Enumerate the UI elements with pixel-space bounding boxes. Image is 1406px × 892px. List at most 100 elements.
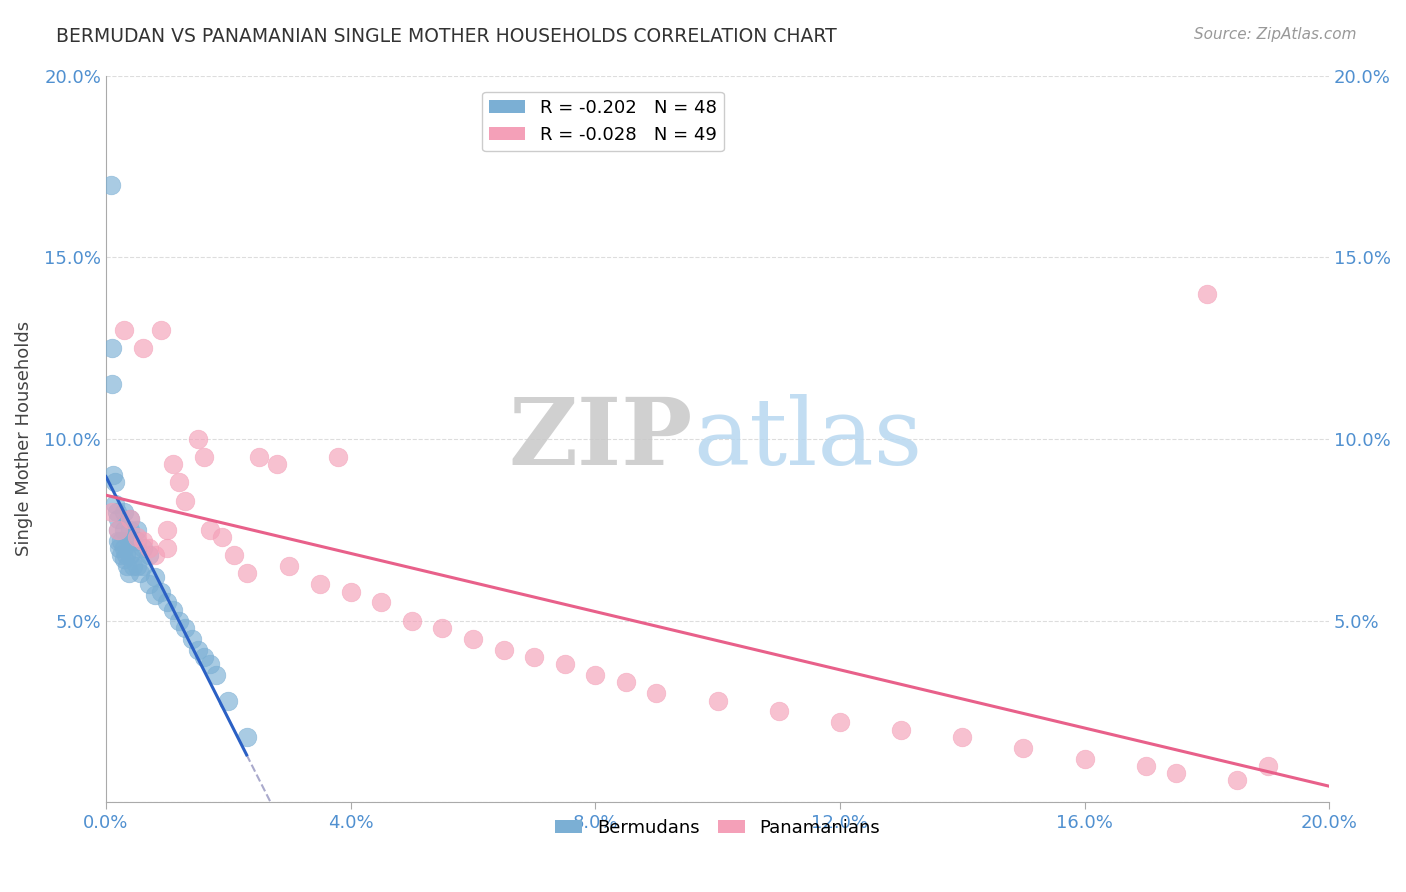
Point xyxy=(401,614,423,628)
Point xyxy=(162,602,184,616)
Point xyxy=(828,715,851,730)
Point xyxy=(614,675,637,690)
Point xyxy=(125,541,148,555)
Point xyxy=(224,548,246,562)
Point xyxy=(187,642,209,657)
Point xyxy=(138,548,160,562)
Point xyxy=(125,533,148,548)
Point xyxy=(461,632,484,646)
Point xyxy=(101,341,124,355)
Point xyxy=(128,566,150,581)
Point xyxy=(150,584,173,599)
Point xyxy=(950,730,973,744)
Point xyxy=(117,559,139,574)
Point xyxy=(278,559,301,574)
Point xyxy=(120,548,142,562)
Point xyxy=(1257,759,1279,773)
Point xyxy=(205,668,228,682)
Point xyxy=(1135,759,1157,773)
Point xyxy=(120,512,142,526)
Point xyxy=(120,512,142,526)
Point xyxy=(150,323,173,337)
Point xyxy=(105,505,128,519)
Point xyxy=(112,505,135,519)
Point xyxy=(100,178,122,192)
Point xyxy=(104,475,127,490)
Point xyxy=(328,450,350,464)
Point xyxy=(1012,740,1035,755)
Point xyxy=(114,548,136,562)
Text: ZIP: ZIP xyxy=(509,394,693,483)
Text: atlas: atlas xyxy=(693,394,922,483)
Point xyxy=(247,450,270,464)
Point xyxy=(768,705,790,719)
Point xyxy=(193,450,215,464)
Point xyxy=(107,512,129,526)
Point xyxy=(645,686,668,700)
Point xyxy=(101,505,124,519)
Point xyxy=(110,548,132,562)
Point xyxy=(169,614,191,628)
Point xyxy=(266,458,288,472)
Text: BERMUDAN VS PANAMANIAN SINGLE MOTHER HOUSEHOLDS CORRELATION CHART: BERMUDAN VS PANAMANIAN SINGLE MOTHER HOU… xyxy=(56,27,837,45)
Point xyxy=(169,475,191,490)
Point xyxy=(110,533,132,548)
Point xyxy=(187,432,209,446)
Y-axis label: Single Mother Households: Single Mother Households xyxy=(15,321,32,557)
Point xyxy=(339,584,361,599)
Point xyxy=(198,657,221,672)
Point xyxy=(1166,766,1188,780)
Point xyxy=(523,649,546,664)
Point xyxy=(1073,752,1095,766)
Point xyxy=(180,632,202,646)
Point xyxy=(174,493,197,508)
Point xyxy=(112,551,135,566)
Point xyxy=(143,570,166,584)
Point xyxy=(198,523,221,537)
Point xyxy=(131,341,153,355)
Point xyxy=(112,523,135,537)
Point xyxy=(309,577,332,591)
Point xyxy=(112,541,135,555)
Point xyxy=(112,323,135,337)
Point xyxy=(131,541,153,555)
Point xyxy=(118,566,141,581)
Point xyxy=(104,497,127,511)
Point xyxy=(217,693,239,707)
Point xyxy=(370,595,392,609)
Point xyxy=(131,559,153,574)
Point xyxy=(143,588,166,602)
Point xyxy=(120,533,142,548)
Point xyxy=(1226,773,1249,788)
Point xyxy=(1195,286,1218,301)
Point xyxy=(138,577,160,591)
Point xyxy=(156,595,179,609)
Point xyxy=(211,530,233,544)
Point xyxy=(107,533,129,548)
Point xyxy=(101,377,124,392)
Point xyxy=(131,533,153,548)
Point xyxy=(174,621,197,635)
Point xyxy=(108,541,131,555)
Point xyxy=(125,559,148,574)
Point xyxy=(125,530,148,544)
Point xyxy=(492,642,515,657)
Point xyxy=(432,621,454,635)
Point xyxy=(583,668,606,682)
Point xyxy=(120,523,142,537)
Point xyxy=(107,523,129,537)
Point xyxy=(235,730,257,744)
Point xyxy=(156,523,179,537)
Text: Source: ZipAtlas.com: Source: ZipAtlas.com xyxy=(1194,27,1357,42)
Point xyxy=(156,541,179,555)
Point xyxy=(162,458,184,472)
Point xyxy=(125,523,148,537)
Point xyxy=(890,723,912,737)
Point xyxy=(706,693,728,707)
Point xyxy=(554,657,576,672)
Point xyxy=(143,548,166,562)
Legend: Bermudans, Panamanians: Bermudans, Panamanians xyxy=(548,812,887,844)
Point xyxy=(138,541,160,555)
Point xyxy=(235,566,257,581)
Point xyxy=(103,468,125,483)
